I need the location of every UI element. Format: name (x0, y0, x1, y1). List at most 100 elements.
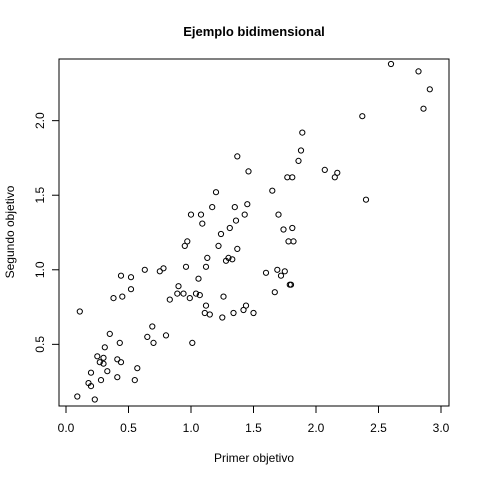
data-point (275, 211, 282, 218)
data-point (96, 359, 103, 366)
data-point (104, 368, 111, 375)
data-point (149, 323, 156, 330)
data-point (244, 201, 251, 208)
data-point (426, 86, 433, 93)
data-point (206, 311, 213, 318)
x-tick-label: 2.0 (308, 421, 325, 435)
data-point (225, 254, 232, 261)
data-point (290, 238, 297, 245)
data-point (162, 332, 170, 339)
data-point (117, 272, 125, 279)
y-tick-label: 0.5 (33, 336, 47, 353)
data-point (156, 268, 163, 275)
data-point (134, 365, 141, 372)
data-point (100, 354, 107, 361)
data-point (184, 238, 191, 245)
data-point (359, 113, 366, 120)
data-point (201, 309, 208, 317)
data-point (285, 238, 292, 245)
data-point (289, 224, 296, 232)
data-point (110, 295, 117, 302)
data-point (127, 274, 135, 281)
data-point (281, 268, 288, 275)
data-point (202, 302, 210, 309)
data-point (192, 290, 200, 297)
data-point (269, 187, 276, 194)
data-point (334, 169, 341, 176)
data-point (196, 292, 203, 299)
data-point (242, 302, 250, 309)
data-point (229, 256, 236, 263)
x-tick-label: 1.5 (245, 421, 262, 435)
data-point (175, 283, 182, 290)
data-point (212, 189, 220, 196)
data-point (186, 295, 193, 302)
data-point (415, 68, 422, 75)
data-point (144, 333, 151, 340)
data-point (187, 211, 195, 218)
data-point (195, 275, 202, 282)
y-axis-label: Segundo objetivo (3, 185, 17, 278)
data-point (180, 290, 187, 297)
data-point (299, 129, 306, 136)
x-tick-label: 1.0 (183, 421, 200, 435)
data-point (220, 293, 227, 300)
data-point (262, 269, 270, 276)
data-point (119, 293, 126, 300)
data-point (116, 339, 123, 346)
data-point (280, 226, 287, 233)
data-points (74, 60, 433, 403)
chart-title: Ejemplo bidimensional (183, 24, 325, 39)
data-point (197, 211, 205, 218)
x-tick-label: 2.5 (370, 421, 387, 435)
data-point (277, 272, 285, 279)
y-tick-label: 1.0 (33, 261, 47, 278)
data-point (182, 263, 190, 270)
data-point (287, 281, 295, 288)
y-tick-label: 1.5 (33, 187, 47, 204)
plot-frame (58, 58, 450, 407)
y-tick-label: 2.0 (33, 112, 47, 129)
data-point (241, 211, 248, 218)
y-axis: 0.5 1.0 1.5 2.0 (33, 112, 60, 353)
data-point (127, 286, 135, 293)
data-point (230, 309, 237, 317)
data-point (217, 230, 225, 238)
data-point (321, 166, 328, 173)
data-point (141, 266, 148, 273)
data-point (234, 153, 241, 160)
data-point (209, 204, 216, 211)
data-point (189, 339, 196, 346)
data-point (106, 330, 113, 337)
x-tick-label: 3.0 (433, 421, 450, 435)
data-point (232, 217, 240, 224)
data-point (250, 309, 257, 317)
data-point (284, 174, 291, 181)
data-point (117, 359, 125, 366)
data-point (362, 196, 370, 203)
data-point (97, 377, 105, 384)
data-point (166, 296, 173, 303)
data-point (420, 105, 427, 112)
x-tick-label: 0.5 (120, 421, 137, 435)
data-point (387, 60, 395, 68)
data-point (204, 254, 211, 261)
data-point (226, 224, 233, 232)
data-point (234, 245, 241, 252)
data-point (199, 220, 206, 227)
data-point (94, 353, 101, 360)
data-point (131, 377, 138, 384)
x-axis: 0.0 0.5 1.0 1.5 2.0 2.5 3.0 (58, 405, 450, 435)
data-point (202, 263, 210, 270)
data-point (297, 147, 305, 154)
data-point (231, 204, 238, 211)
data-point (245, 168, 252, 175)
data-point (91, 396, 98, 403)
data-point (87, 383, 95, 390)
x-tick-label: 0.0 (58, 421, 75, 435)
data-point (114, 374, 121, 381)
data-point (87, 369, 95, 376)
data-point (100, 360, 107, 367)
data-point (150, 339, 157, 346)
